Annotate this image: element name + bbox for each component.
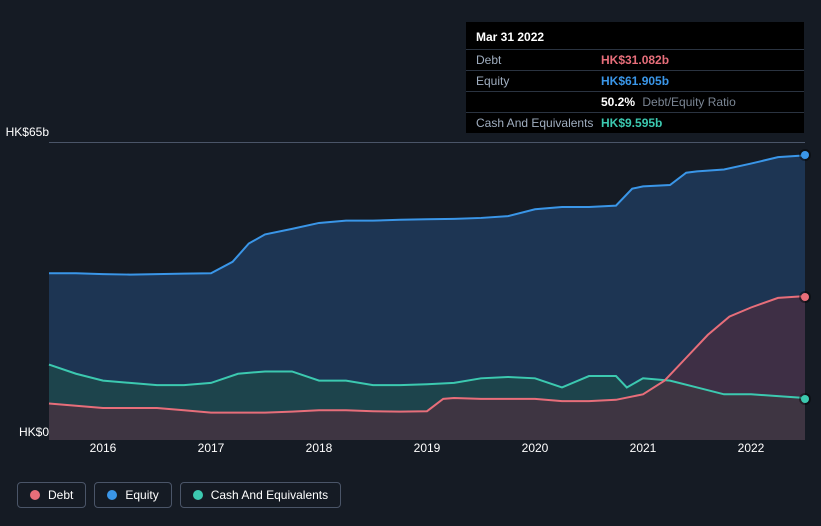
legend-item-cash[interactable]: Cash And Equivalents <box>180 482 341 508</box>
chart-tooltip: Mar 31 2022 Debt HK$31.082b Equity HK$61… <box>466 22 804 133</box>
tooltip-label-debt: Debt <box>476 53 601 67</box>
tooltip-value-ratio-wrap: 50.2% Debt/Equity Ratio <box>601 95 736 109</box>
legend-label-equity: Equity <box>125 488 158 502</box>
x-axis-tick: 2022 <box>738 441 765 455</box>
tooltip-ratio-suffix: Debt/Equity Ratio <box>642 95 735 109</box>
chart-plot-area[interactable] <box>49 142 805 440</box>
x-axis: 2016 2017 2018 2019 2020 2021 2022 <box>49 441 805 461</box>
tooltip-row-equity: Equity HK$61.905b <box>466 70 804 91</box>
tooltip-label-cash: Cash And Equivalents <box>476 116 601 130</box>
series-end-marker-cash <box>801 395 809 403</box>
x-axis-tick: 2016 <box>90 441 117 455</box>
series-end-marker-debt <box>801 293 809 301</box>
legend-label-cash: Cash And Equivalents <box>211 488 328 502</box>
legend-swatch-debt <box>30 490 40 500</box>
y-axis-tick-min: HK$0 <box>3 425 49 439</box>
tooltip-row-cash: Cash And Equivalents HK$9.595b <box>466 112 804 133</box>
legend-label-debt: Debt <box>48 488 73 502</box>
x-axis-tick: 2021 <box>630 441 657 455</box>
tooltip-value-equity: HK$61.905b <box>601 74 669 88</box>
x-axis-tick: 2017 <box>198 441 225 455</box>
tooltip-label-equity: Equity <box>476 74 601 88</box>
x-axis-tick: 2019 <box>414 441 441 455</box>
tooltip-value-cash: HK$9.595b <box>601 116 662 130</box>
legend-item-equity[interactable]: Equity <box>94 482 171 508</box>
y-axis-tick-max: HK$65b <box>3 125 49 139</box>
chart-legend: Debt Equity Cash And Equivalents <box>17 482 341 508</box>
tooltip-value-ratio: 50.2% <box>601 95 635 109</box>
tooltip-date: Mar 31 2022 <box>466 28 804 49</box>
tooltip-label-ratio <box>476 95 601 109</box>
x-axis-tick: 2020 <box>522 441 549 455</box>
legend-swatch-cash <box>193 490 203 500</box>
x-axis-tick: 2018 <box>306 441 333 455</box>
tooltip-value-debt: HK$31.082b <box>601 53 669 67</box>
chart-svg <box>49 143 805 440</box>
tooltip-row-ratio: 50.2% Debt/Equity Ratio <box>466 91 804 112</box>
series-end-marker-equity <box>801 151 809 159</box>
legend-swatch-equity <box>107 490 117 500</box>
tooltip-row-debt: Debt HK$31.082b <box>466 49 804 70</box>
legend-item-debt[interactable]: Debt <box>17 482 86 508</box>
